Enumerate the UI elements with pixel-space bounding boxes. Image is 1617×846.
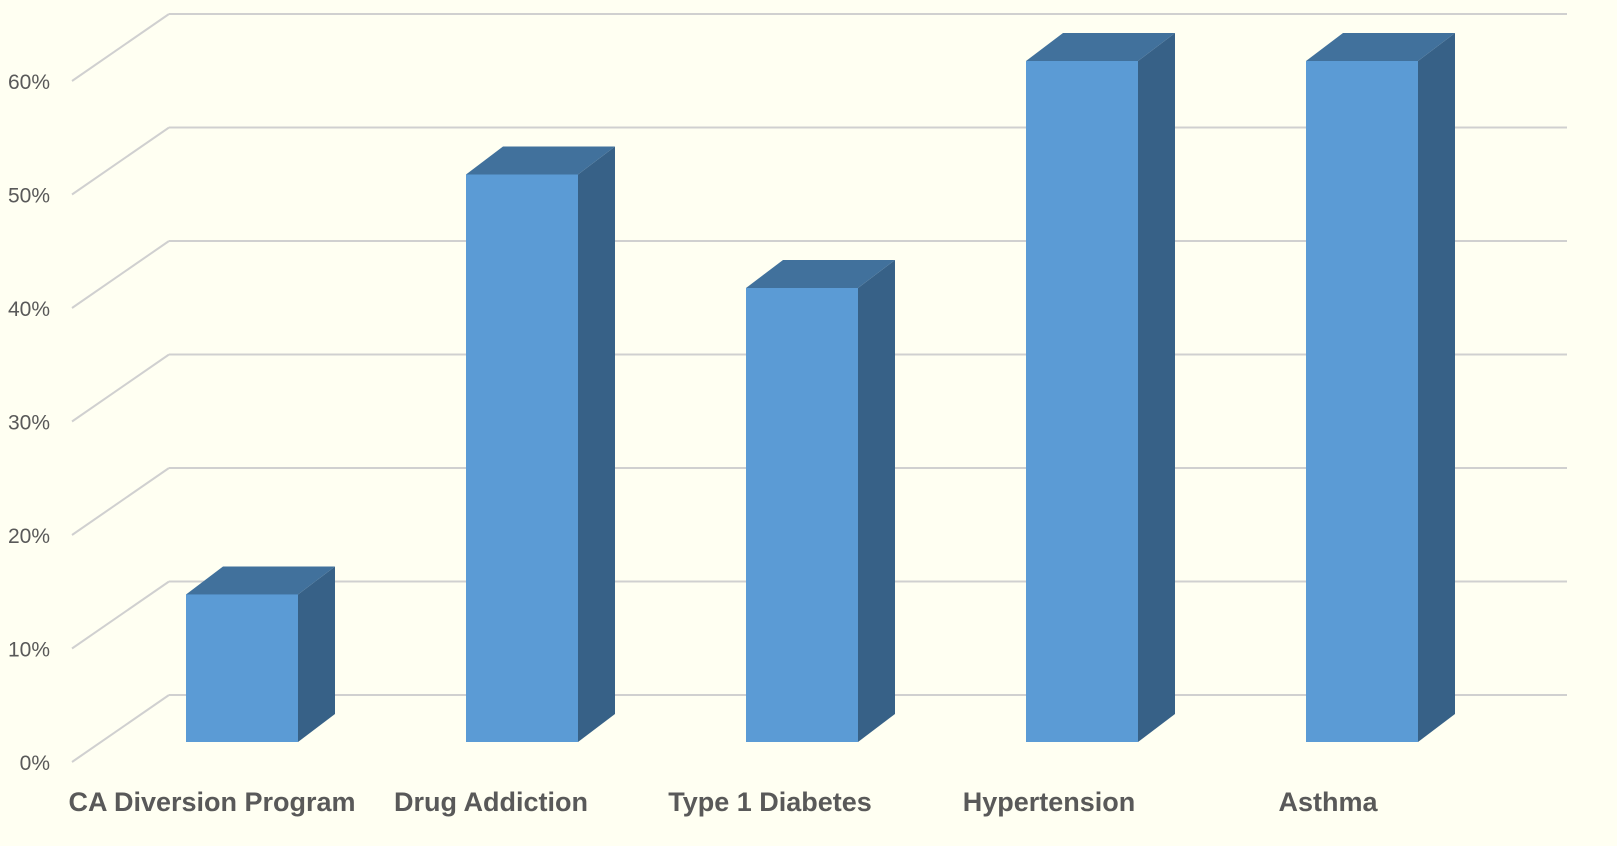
x-category-label: Type 1 Diabetes [668,787,872,817]
bars [186,33,1455,742]
bar [186,566,335,742]
y-tick-label: 10% [8,639,50,662]
bar-top [186,566,335,595]
x-category-label: Drug Addiction [394,787,588,817]
bar-front [186,594,298,742]
bar [466,146,615,742]
bar-top [1306,33,1455,61]
bar-side [298,566,335,742]
y-tick-label: 50% [8,185,50,208]
bar-front [1306,61,1418,742]
bar-side [858,260,895,742]
x-axis-categories: CA Diversion Program Drug Addiction Type 1… [68,787,1378,817]
x-category-label: CA Diversion Program [68,787,355,817]
bar-top [746,260,895,288]
bar [746,260,895,742]
bar-front [1026,61,1138,742]
bar-side [578,146,615,742]
y-tick-label: 30% [8,412,50,435]
x-category-label: Hypertension [963,787,1136,817]
y-tick-label: 0% [20,752,50,775]
bar [1026,33,1175,742]
gridline [71,13,1567,82]
y-tick-label: 20% [8,525,50,548]
y-tick-label: 40% [8,298,50,321]
bar-side [1138,33,1175,742]
bar-front [746,288,858,742]
y-tick-label: 60% [8,71,50,94]
bar-front [466,174,578,742]
bar [1306,33,1455,742]
bar-side [1418,33,1455,742]
bar-top [466,146,615,175]
y-axis-ticks: 0% 10% 20% 30% 40% 50% 60% [8,71,50,775]
bar-top [1026,33,1175,61]
x-category-label: Asthma [1278,787,1378,817]
